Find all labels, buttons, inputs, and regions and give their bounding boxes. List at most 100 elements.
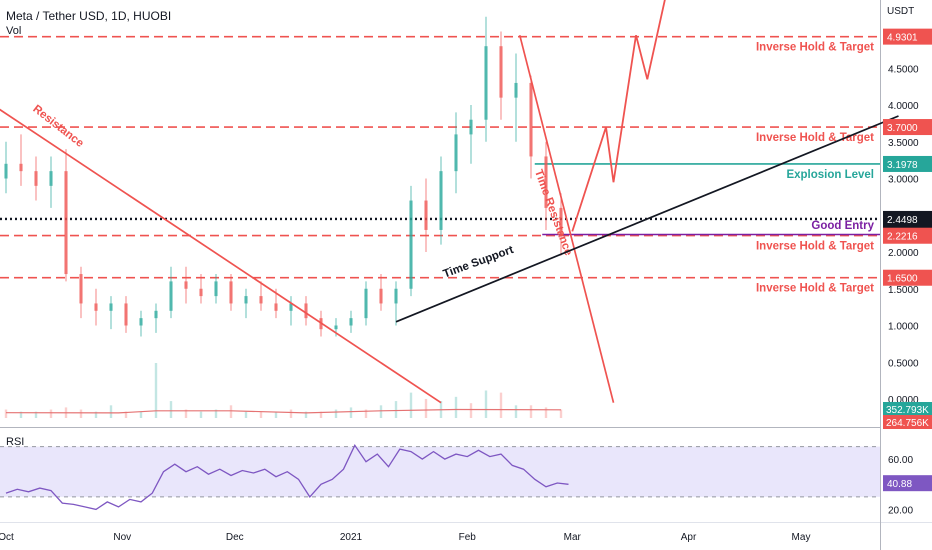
level-tag-2: 3.1978 — [887, 160, 918, 171]
chart-legend: Meta / Tether USD, 1D, HUOBI Vol — [6, 9, 171, 37]
volume-tag-bg-0 — [883, 402, 932, 416]
candle-body-20 — [304, 303, 308, 319]
level-tag-bg-0 — [883, 28, 932, 45]
candle-body-22 — [334, 325, 338, 330]
rsi-line — [5, 443, 569, 511]
time-label-4: Feb — [459, 532, 477, 543]
price-tick-1: 0.5000 — [888, 358, 919, 369]
time-label-3: 2021 — [340, 532, 363, 543]
volume-bar-32 — [484, 390, 488, 418]
volume-bar-5 — [79, 409, 83, 418]
candle-body-16 — [244, 296, 248, 304]
volume-tag-0: 352.793K — [886, 405, 929, 416]
volume-bar-3 — [49, 409, 53, 418]
time-label-7: May — [792, 532, 811, 543]
volume-bar-33 — [499, 392, 503, 418]
candle-body-1 — [19, 163, 23, 172]
candle-body-36 — [544, 156, 548, 208]
level-note-0: Inverse Hold & Target — [756, 42, 874, 54]
volume-bar-13 — [199, 411, 203, 418]
volume-bar-9 — [139, 411, 143, 418]
volume-bar-31 — [469, 403, 473, 418]
candle-body-0 — [4, 163, 8, 179]
candle-body-7 — [109, 303, 113, 311]
price-tick-2: 1.0000 — [888, 322, 919, 333]
candle-body-26 — [394, 288, 398, 304]
time-label-2: Dec — [226, 532, 244, 543]
candle-body-4 — [64, 171, 68, 275]
level-tag-0: 4.9301 — [887, 33, 918, 44]
candle-body-23 — [349, 318, 353, 326]
candle-body-11 — [169, 281, 173, 311]
price-tag-1: 2.2216 — [887, 232, 918, 243]
rsi-pane: 60.00 20.00 40.88 — [0, 443, 932, 516]
candle-body-31 — [469, 119, 473, 135]
price-tick-3: 1.5000 — [888, 285, 919, 296]
rsi-tick-0: 60.00 — [888, 455, 913, 466]
volume-bar-28 — [424, 398, 428, 418]
rsi-band — [0, 446, 880, 497]
candle-body-6 — [94, 303, 98, 311]
volume-bar-22 — [334, 409, 338, 418]
level-tag-1: 3.7000 — [887, 123, 918, 134]
candle-body-10 — [154, 310, 158, 319]
volume-bar-0 — [4, 409, 8, 418]
candle-body-13 — [199, 288, 203, 297]
level-tag-bg-5 — [883, 269, 932, 286]
rsi-current-tag-bg — [883, 475, 932, 492]
volume-bar-37 — [559, 409, 563, 418]
candle-body-24 — [364, 288, 368, 319]
time-axis[interactable]: Oct Nov Dec 2021 Feb Mar Apr May — [0, 532, 810, 543]
candle-body-29 — [439, 171, 443, 230]
volume-bar-11 — [169, 401, 173, 418]
candle-body-25 — [379, 288, 383, 304]
rsi-current-tag: 40.88 — [887, 479, 912, 490]
candle-body-14 — [214, 281, 218, 297]
volume-bar-7 — [109, 405, 113, 418]
volume-tag-1: 264.756K — [886, 418, 929, 429]
candle-body-28 — [424, 200, 428, 230]
candle-body-35 — [529, 82, 533, 157]
price-axis[interactable]: USDT 0.0000 0.5000 1.0000 1.5000 2.0000 3.0000… — [883, 6, 932, 429]
price-tag-bg-1 — [883, 227, 932, 244]
volume-bar-17 — [259, 411, 263, 418]
level-tag-bg-1 — [883, 119, 932, 136]
volume-bar-19 — [289, 409, 293, 418]
level-tag-bg-2 — [883, 155, 932, 172]
candle-body-34 — [514, 82, 518, 98]
volume-bar-10 — [154, 363, 158, 418]
candle-body-30 — [454, 134, 458, 172]
candle-body-32 — [484, 46, 488, 120]
candle-body-8 — [124, 303, 128, 326]
volume-bar-12 — [184, 409, 188, 418]
volume-bar-8 — [124, 411, 128, 418]
currency-label: USDT — [887, 6, 914, 17]
price-tick-4: 2.0000 — [888, 248, 919, 259]
trendline-1 — [518, 34, 615, 403]
volume-bar-30 — [454, 396, 458, 418]
rsi-label: RSI — [6, 436, 25, 448]
symbol-title: Meta / Tether USD, 1D, HUOBI — [6, 9, 172, 23]
volume-bar-26 — [394, 401, 398, 418]
volume-bars — [4, 363, 563, 418]
time-label-6: Apr — [681, 532, 697, 543]
trendline-0 — [0, 108, 442, 404]
candle-body-18 — [274, 303, 278, 311]
price-tick-0: 0.0000 — [888, 395, 919, 406]
volume-bar-27 — [409, 392, 413, 418]
candle-body-19 — [289, 303, 293, 311]
level-note-2: Explosion Level — [786, 169, 874, 181]
volume-bar-23 — [349, 407, 353, 418]
level-note-1: Inverse Hold & Target — [756, 132, 874, 144]
price-tick-7: 4.0000 — [888, 101, 919, 112]
volume-bar-15 — [229, 405, 233, 418]
volume-label: Vol — [6, 25, 22, 37]
price-tag-0: 2.4498 — [887, 215, 918, 226]
volume-bar-14 — [214, 409, 218, 418]
candle-body-33 — [499, 46, 503, 98]
time-label-0: Oct — [0, 532, 14, 543]
candle-body-2 — [34, 171, 38, 186]
volume-bar-18 — [274, 411, 278, 418]
level-note-5: Inverse Hold & Target — [756, 283, 874, 295]
